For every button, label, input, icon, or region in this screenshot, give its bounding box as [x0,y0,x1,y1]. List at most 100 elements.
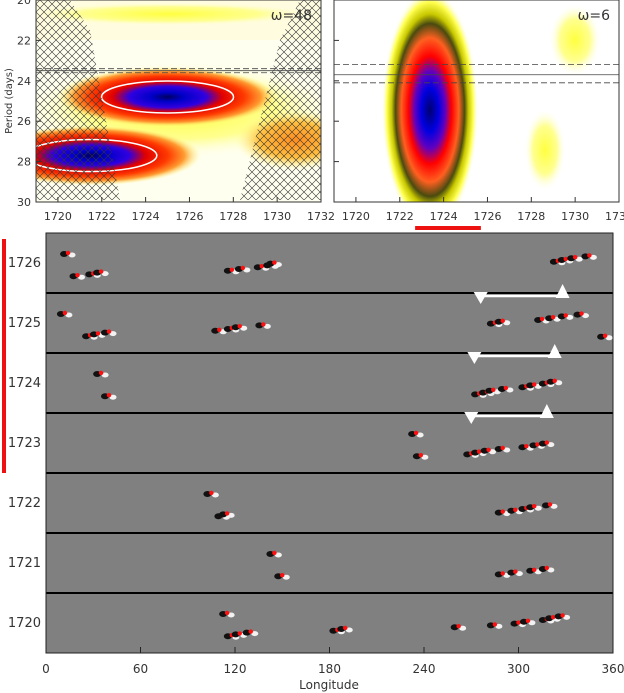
row-label: 1722 [8,496,41,511]
sunspot-marker [560,613,565,618]
magnetic-spot-bright [68,252,76,258]
magnetic-spot-bright [227,512,235,518]
magnetic-spot-bright [101,372,109,378]
sunspot-marker [280,573,285,578]
x-tick-label: 1726 [473,210,501,223]
wavelet-panel-left: ω=48 1720 1722 1724 1726 1728 1730 1732 20 22 24 2… [4,0,335,223]
row-label: 1724 [8,376,41,391]
sunspot-marker [500,445,505,451]
sunspot-marker [500,318,505,323]
sunspot-marker [98,370,104,376]
sunspot-marker [544,440,550,445]
sunspot-marker [513,507,518,512]
synoptic-map-panel: 1726 1725 1724 1723 1722 1721 1720 0 60 120 180 24… [2,232,624,692]
row-label: 1723 [8,436,41,451]
row-label: 1720 [8,616,41,631]
sunspot-marker [491,387,496,392]
panel-label-left: ω=48 [271,8,312,24]
x-tick-label: 1724 [430,210,458,223]
magnetic-spot-bright [489,449,497,455]
x-tick-label: 1732 [307,210,335,223]
sunspot-marker [602,333,608,338]
magnetic-spot-bright [240,325,248,331]
x-tick-label: 120 [224,662,247,676]
y-tick-label: 24 [17,75,31,88]
row-label: 1721 [8,556,41,571]
x-tick-label: 1726 [175,210,203,223]
wavelet-panel-right: ω=6 1720 1722 1724 1726 1728 1730 1732 [333,0,624,230]
wavelet-ridge [382,0,478,202]
x-tick-label: 1722 [386,210,414,223]
magnetic-spot-bright [109,394,117,400]
drift-arrow-start [464,412,479,424]
row-label: 1726 [8,256,41,271]
sunspot-marker [217,327,222,332]
y-tick-label: 30 [17,196,31,209]
magnetic-spot-bright [274,552,282,558]
sunspot-marker [229,267,235,272]
sunspot-marker [532,567,537,572]
y-tick-label: 26 [17,115,31,128]
row-label: 1725 [8,316,41,331]
x-tick-label: 180 [318,662,341,676]
sunspot-marker [573,255,578,260]
sunspot-marker [563,256,568,262]
sunspot-marker [248,629,253,634]
panel-label-right: ω=6 [578,8,610,24]
hatched-region-right [240,0,321,200]
magnetic-spot-bright [495,623,503,629]
sunspot-marker [224,511,230,516]
magnetic-spot-bright [605,335,613,341]
magnetic-spot-bright [555,380,563,386]
sunspot-marker [237,324,242,329]
magnetic-spot-bright [506,387,514,393]
sunspot-marker [550,315,556,320]
drift-arrow-start [473,292,488,304]
magnetic-spot-bright [227,612,235,618]
magnetic-spot-bright [251,631,259,637]
magnetic-spot-bright [211,492,219,498]
sunspot-marker [98,269,104,274]
y-axis-label: Period (days) [4,68,15,134]
x-tick-label: 360 [602,662,624,676]
x-tick-label: 1728 [517,210,545,223]
y-tick-label: 20 [17,0,31,7]
yellow-patch [525,110,565,190]
wavelet-peak [57,66,278,127]
x-tick-label: 1720 [342,210,370,223]
sunspot-marker [418,453,424,458]
magnetic-spot-bright [547,567,555,573]
magnetic-spot-bright [416,432,424,438]
sunspot-marker [106,329,112,334]
sunspot-marker [65,250,71,256]
panel-frame [333,0,620,203]
magnetic-spot-bright [550,503,558,509]
sunspot-marker [532,504,537,509]
sunspot-marker [259,264,264,269]
sunspot-marker [272,550,277,556]
sunspot-marker [272,260,277,265]
sunspot-marker [62,310,68,316]
magnetic-spot-bright [263,323,271,329]
x-tick-label: 240 [413,662,436,676]
sunspot-marker [500,571,505,576]
yellow-band [36,2,320,26]
magnetic-spot-bright [515,571,523,577]
magnetic-spot-bright [534,505,542,511]
x-tick-label: 300 [507,662,530,676]
sunspot-marker [524,444,529,449]
magnetic-spot-bright [345,627,353,633]
magnetic-spot-bright [589,254,597,260]
map-background [46,233,613,653]
x-tick-label: 1730 [263,210,291,223]
sunspot-marker [563,313,568,318]
magnetic-spot-bright [459,625,467,631]
drift-arrow-head [539,404,554,418]
x-tick-label: 1724 [132,210,160,223]
magnetic-spot-bright [566,314,574,320]
y-tick-label: 28 [17,156,31,169]
x-tick-label: 1730 [561,210,589,223]
magnetic-spot-bright [503,320,511,326]
magnetic-spot-bright [563,614,571,620]
